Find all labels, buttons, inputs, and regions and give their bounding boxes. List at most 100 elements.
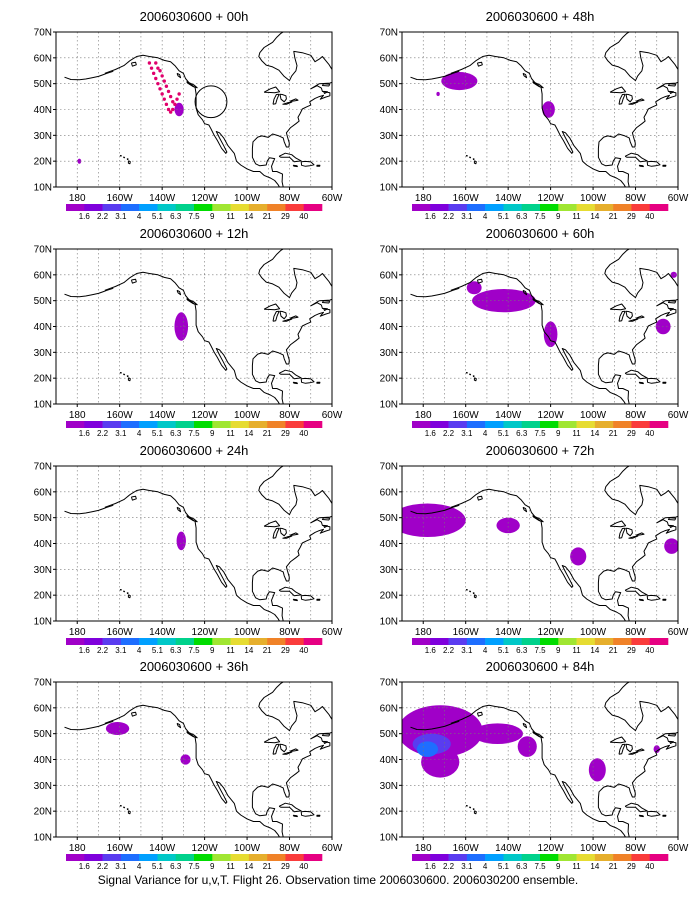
colorbar-label: 1.6 — [79, 212, 91, 221]
island-outline — [127, 594, 131, 599]
great-lake-outline — [279, 310, 287, 320]
colorbar-label: 40 — [645, 646, 654, 655]
island-outline — [468, 156, 472, 159]
colorbar-swatch — [540, 204, 559, 211]
colorbar-label: 4 — [137, 862, 142, 871]
lon-tick-label: 80W — [279, 843, 300, 854]
lat-tick-label: 50N — [34, 79, 52, 90]
lat-tick-label: 60N — [34, 487, 52, 498]
lon-tick-label: 60W — [668, 410, 689, 421]
colorbar-swatch — [139, 204, 158, 211]
colorbar-label: 5.1 — [152, 646, 164, 655]
aleutian-islands — [410, 720, 460, 731]
flight-track-point — [164, 84, 169, 88]
colorbar-label: 14 — [244, 212, 253, 221]
great-lake-outline — [263, 86, 281, 94]
map-panel: 2006030600 + 72h 70N 60N 50N 40N 30N 20N 10N 180… — [380, 443, 689, 655]
lon-tick-label: 140W — [149, 843, 176, 854]
colorbar-swatch — [102, 421, 122, 428]
colorbar-swatch — [175, 854, 195, 861]
great-lake-outline — [279, 527, 287, 537]
colorbar-label: 21 — [263, 429, 272, 438]
lon-tick-label: 160W — [107, 843, 134, 854]
lon-tick-label: 60W — [322, 193, 343, 204]
island-outline — [126, 158, 129, 161]
colorbar-label: 7.5 — [188, 429, 200, 438]
lat-tick-label: 70N — [34, 678, 52, 689]
colorbar-swatch — [84, 421, 103, 428]
lon-tick-label: 120W — [192, 627, 219, 638]
lat-tick-label: 30N — [380, 781, 398, 792]
island-outline — [473, 160, 477, 165]
lat-tick-label: 50N — [34, 296, 52, 307]
colorbar-label: 3.1 — [461, 429, 473, 438]
colorbar-label: 3.1 — [115, 212, 127, 221]
lat-tick-label: 10N — [380, 617, 398, 628]
flight-track-point — [168, 94, 173, 99]
colorbar-label: 6.3 — [516, 862, 528, 871]
colorbar-label: 4 — [483, 212, 488, 221]
lat-tick-label: 70N — [380, 678, 398, 689]
variance-blob — [180, 754, 191, 765]
colorbar-label: 1.6 — [79, 646, 91, 655]
lat-tick-label: 10N — [34, 400, 52, 411]
lon-tick-label: 100W — [234, 193, 261, 204]
lat-tick-label: 40N — [34, 322, 52, 333]
island-outline — [130, 711, 137, 717]
lat-tick-label: 30N — [380, 565, 398, 576]
colorbar-label: 4 — [483, 646, 488, 655]
colorbar-swatch — [267, 638, 286, 645]
lon-tick-label: 100W — [580, 627, 607, 638]
lat-tick-label: 60N — [34, 270, 52, 281]
colorbar-swatch — [175, 421, 195, 428]
colorbar-swatch — [649, 638, 669, 645]
island-outline — [646, 810, 661, 817]
island-outline — [321, 83, 331, 87]
lat-tick-label: 40N — [380, 755, 398, 766]
colorbar-label: 2.2 — [443, 862, 455, 871]
lat-tick-label: 30N — [34, 131, 52, 142]
aleutian-islands — [64, 70, 114, 81]
lon-tick-label: 160W — [107, 627, 134, 638]
colorbar-label: 3.1 — [115, 429, 127, 438]
island-outline — [473, 594, 477, 599]
lon-tick-label: 180 — [415, 843, 432, 854]
colorbar-label: 1.6 — [79, 862, 91, 871]
colorbar-label: 14 — [590, 862, 599, 871]
colorbar-swatch — [139, 638, 158, 645]
island-outline — [176, 289, 182, 296]
colorbar-swatch — [558, 854, 577, 861]
colorbar-swatch — [594, 854, 614, 861]
colorbar-swatch — [576, 638, 596, 645]
map-area — [56, 249, 332, 404]
flight-track-point — [149, 66, 154, 70]
lat-tick-label: 50N — [380, 513, 398, 524]
colorbar-label: 40 — [645, 212, 654, 221]
colorbar-swatch — [230, 638, 250, 645]
great-lake-outline — [618, 310, 626, 322]
island-outline — [292, 164, 298, 168]
colorbar: 1.6 2.2 3.1 4 5.1 6.3 7.5 9 11 14 21 29 40 — [412, 638, 669, 655]
colorbar-swatch — [285, 854, 305, 861]
flight-track-point — [168, 110, 173, 114]
east-coastline — [597, 682, 678, 837]
colorbar-label: 4 — [137, 429, 142, 438]
island-outline — [532, 81, 544, 89]
colorbar-swatch — [285, 638, 305, 645]
panel-title: 2006030600 + 24h — [140, 443, 249, 458]
map-area — [402, 682, 678, 837]
colorbar-swatch — [84, 204, 103, 211]
aleutian-islands — [64, 287, 114, 298]
island-outline — [278, 369, 302, 380]
lat-tick-label: 20N — [380, 591, 398, 602]
colorbar-swatch — [466, 638, 486, 645]
island-outline — [472, 158, 475, 161]
colorbar-swatch — [649, 854, 669, 861]
island-outline — [130, 61, 137, 67]
colorbar-label: 2.2 — [97, 646, 109, 655]
lat-tick-label: 60N — [380, 270, 398, 281]
great-lake-outline — [628, 318, 639, 322]
panel-title: 2006030600 + 12h — [140, 226, 249, 241]
colorbar-label: 6.3 — [516, 429, 528, 438]
colorbar-swatch — [194, 421, 213, 428]
